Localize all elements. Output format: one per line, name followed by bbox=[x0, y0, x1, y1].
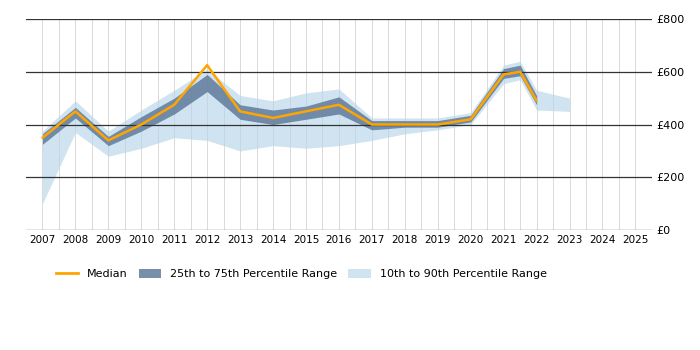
Median bbox=[400, 122, 409, 127]
Median bbox=[236, 109, 244, 113]
Line: Median: Median bbox=[43, 65, 537, 140]
Median bbox=[104, 138, 113, 142]
Median bbox=[368, 122, 376, 127]
Median bbox=[533, 99, 541, 103]
Median bbox=[466, 117, 475, 121]
Legend: Median, 25th to 75th Percentile Range, 10th to 90th Percentile Range: Median, 25th to 75th Percentile Range, 1… bbox=[52, 265, 551, 284]
Median bbox=[302, 109, 310, 113]
Median bbox=[335, 103, 343, 107]
Median bbox=[137, 122, 146, 127]
Median bbox=[71, 109, 80, 113]
Median bbox=[516, 70, 524, 74]
Median bbox=[38, 136, 47, 140]
Median bbox=[269, 116, 277, 120]
Median bbox=[433, 122, 442, 127]
Median bbox=[499, 72, 508, 77]
Median bbox=[170, 103, 178, 107]
Median bbox=[203, 63, 211, 67]
